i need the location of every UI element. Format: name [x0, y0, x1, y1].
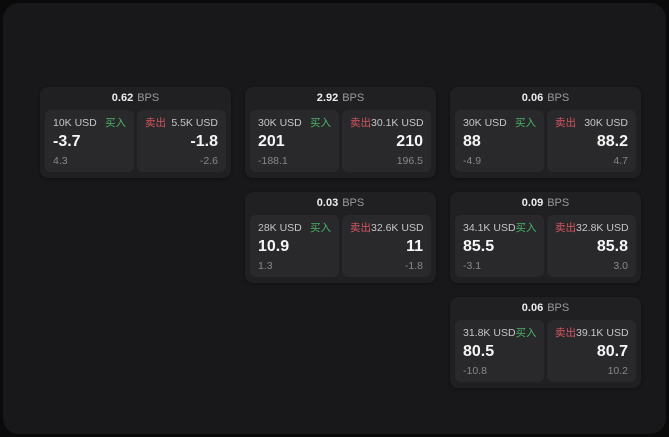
- buy-side-label: 买入: [310, 117, 331, 129]
- bps-suffix-label: BPS: [547, 92, 570, 104]
- quote-card: 0.03 BPS 28K USD 买入 10.9 1.3 卖出 32.6K US…: [245, 192, 436, 283]
- bps-suffix-label: BPS: [547, 197, 570, 209]
- buy-price: 10.9: [258, 238, 290, 255]
- quote-panels: 30K USD 买入 201 -188.1 卖出 30.1K USD 210 1…: [250, 110, 431, 172]
- buy-amount: 30K USD: [258, 117, 302, 129]
- sell-price: -1.8: [190, 133, 218, 150]
- bps-value: 0.03: [316, 197, 339, 209]
- bps-header: 0.06 BPS: [455, 87, 636, 110]
- buy-panel[interactable]: 31.8K USD 买入 80.5 -10.8: [455, 320, 544, 382]
- buy-panel[interactable]: 10K USD 买入 -3.7 4.3: [45, 110, 134, 172]
- buy-panel[interactable]: 28K USD 买入 10.9 1.3: [250, 215, 339, 277]
- buy-amount: 30K USD: [463, 117, 507, 129]
- sell-sub-value: -1.8: [404, 259, 423, 272]
- bps-header: 0.06 BPS: [455, 297, 636, 320]
- sell-price: 210: [396, 133, 423, 150]
- bps-value: 2.92: [316, 92, 339, 104]
- quote-card-grid: 0.62 BPS 10K USD 买入 -3.7 4.3 卖出 5.5K USD: [40, 87, 641, 388]
- sell-amount: 32.6K USD: [371, 222, 424, 234]
- buy-amount: 34.1K USD: [463, 222, 516, 234]
- sell-side-label: 卖出: [350, 222, 371, 234]
- buy-sub-value: -3.1: [463, 259, 482, 272]
- bps-suffix-label: BPS: [137, 92, 160, 104]
- buy-amount: 28K USD: [258, 222, 302, 234]
- sell-panel[interactable]: 卖出 5.5K USD -1.8 -2.6: [137, 110, 226, 172]
- sell-sub-value: 10.2: [607, 364, 628, 377]
- bps-suffix-label: BPS: [547, 302, 570, 314]
- sell-side-label: 卖出: [145, 117, 166, 129]
- buy-price: 80.5: [463, 343, 495, 360]
- quote-card: 0.06 BPS 31.8K USD 买入 80.5 -10.8 卖出 39.1…: [450, 297, 641, 388]
- buy-sub-value: -188.1: [258, 154, 288, 167]
- sell-panel[interactable]: 卖出 32.6K USD 11 -1.8: [342, 215, 431, 277]
- sell-price: 85.8: [596, 238, 628, 255]
- sell-panel[interactable]: 卖出 39.1K USD 80.7 10.2: [547, 320, 636, 382]
- sell-amount: 30K USD: [584, 117, 628, 129]
- sell-sub-value: 4.7: [613, 154, 628, 167]
- bps-value: 0.06: [521, 302, 544, 314]
- sell-amount: 39.1K USD: [576, 327, 629, 339]
- buy-sub-value: 1.3: [258, 259, 273, 272]
- bps-value: 0.09: [521, 197, 544, 209]
- sell-panel[interactable]: 卖出 30.1K USD 210 196.5: [342, 110, 431, 172]
- sell-sub-value: -2.6: [199, 154, 218, 167]
- buy-panel[interactable]: 34.1K USD 买入 85.5 -3.1: [455, 215, 544, 277]
- bps-value: 0.62: [111, 92, 134, 104]
- bps-suffix-label: BPS: [342, 92, 365, 104]
- sell-price: 88.2: [596, 133, 628, 150]
- sell-panel[interactable]: 卖出 30K USD 88.2 4.7: [547, 110, 636, 172]
- buy-price: 85.5: [463, 238, 495, 255]
- quote-card: 0.62 BPS 10K USD 买入 -3.7 4.3 卖出 5.5K USD: [40, 87, 231, 178]
- quote-panels: 30K USD 买入 88 -4.9 卖出 30K USD 88.2 4.7: [455, 110, 636, 172]
- sell-sub-value: 196.5: [396, 154, 423, 167]
- bps-header: 0.09 BPS: [455, 192, 636, 215]
- quote-card: 0.09 BPS 34.1K USD 买入 85.5 -3.1 卖出 32.8K…: [450, 192, 641, 283]
- buy-side-label: 买入: [515, 222, 537, 234]
- quote-panels: 10K USD 买入 -3.7 4.3 卖出 5.5K USD -1.8 -2.…: [45, 110, 226, 172]
- quote-panels: 28K USD 买入 10.9 1.3 卖出 32.6K USD 11 -1.8: [250, 215, 431, 277]
- buy-price: 201: [258, 133, 285, 150]
- buy-side-label: 买入: [515, 327, 537, 339]
- buy-sub-value: 4.3: [53, 154, 68, 167]
- sell-side-label: 卖出: [555, 117, 576, 129]
- buy-sub-value: -4.9: [463, 154, 482, 167]
- buy-panel[interactable]: 30K USD 买入 88 -4.9: [455, 110, 544, 172]
- sell-amount: 32.8K USD: [576, 222, 629, 234]
- buy-price: -3.7: [53, 133, 81, 150]
- buy-sub-value: -10.8: [463, 364, 487, 377]
- sell-amount: 30.1K USD: [371, 117, 424, 129]
- sell-sub-value: 3.0: [613, 259, 628, 272]
- sell-price: 11: [406, 238, 423, 255]
- quote-card: 0.06 BPS 30K USD 买入 88 -4.9 卖出 30K USD: [450, 87, 641, 178]
- quote-panels: 31.8K USD 买入 80.5 -10.8 卖出 39.1K USD 80.…: [455, 320, 636, 382]
- quote-panels: 34.1K USD 买入 85.5 -3.1 卖出 32.8K USD 85.8…: [455, 215, 636, 277]
- sell-panel[interactable]: 卖出 32.8K USD 85.8 3.0: [547, 215, 636, 277]
- bps-header: 2.92 BPS: [250, 87, 431, 110]
- buy-amount: 31.8K USD: [463, 327, 516, 339]
- buy-side-label: 买入: [515, 117, 536, 129]
- bps-header: 0.03 BPS: [250, 192, 431, 215]
- buy-amount: 10K USD: [53, 117, 97, 129]
- buy-price: 88: [463, 133, 481, 150]
- sell-side-label: 卖出: [555, 222, 576, 234]
- sell-side-label: 卖出: [350, 117, 371, 129]
- buy-side-label: 买入: [310, 222, 331, 234]
- sell-amount: 5.5K USD: [171, 117, 218, 129]
- sell-side-label: 卖出: [555, 327, 576, 339]
- app-surface: 0.62 BPS 10K USD 买入 -3.7 4.3 卖出 5.5K USD: [3, 3, 666, 434]
- bps-suffix-label: BPS: [342, 197, 365, 209]
- sell-price: 80.7: [596, 343, 628, 360]
- bps-header: 0.62 BPS: [45, 87, 226, 110]
- buy-side-label: 买入: [105, 117, 126, 129]
- quote-card: 2.92 BPS 30K USD 买入 201 -188.1 卖出 30.1K …: [245, 87, 436, 178]
- bps-value: 0.06: [521, 92, 544, 104]
- buy-panel[interactable]: 30K USD 买入 201 -188.1: [250, 110, 339, 172]
